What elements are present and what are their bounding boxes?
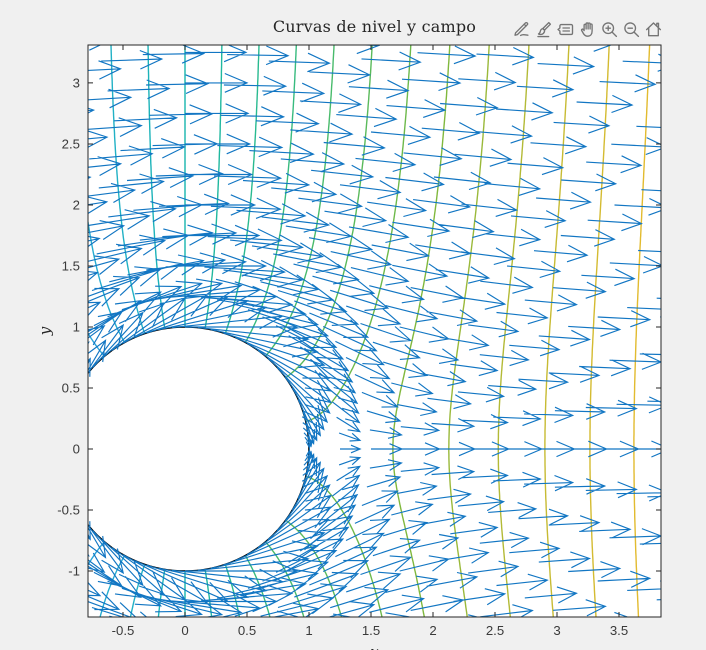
svg-text:3: 3 <box>553 623 560 638</box>
zoom-in-icon[interactable] <box>599 18 620 40</box>
x-axis-label: x <box>370 643 379 650</box>
svg-text:1.5: 1.5 <box>362 623 380 638</box>
svg-text:1: 1 <box>73 320 80 335</box>
axes-frame <box>87 44 662 618</box>
tick-labels: -0.5 0 0.5 1 1.5 2 2.5 3 3.5 -1 -0.5 0 0.5 1 1.5 2 2.5 3 <box>57 75 628 638</box>
svg-text:2: 2 <box>429 623 436 638</box>
svg-text:0.5: 0.5 <box>238 623 256 638</box>
svg-text:-1: -1 <box>68 564 80 579</box>
svg-text:2: 2 <box>73 198 80 213</box>
pan-icon[interactable] <box>577 18 598 40</box>
svg-text:3: 3 <box>73 75 80 90</box>
axes-ticks <box>88 45 661 617</box>
svg-text:1.5: 1.5 <box>62 259 80 274</box>
datatip-icon[interactable] <box>555 18 576 40</box>
cylinder-patch <box>88 326 310 572</box>
quiver-arrows <box>88 45 661 617</box>
svg-text:2.5: 2.5 <box>486 623 504 638</box>
svg-text:1: 1 <box>305 623 312 638</box>
svg-text:2.5: 2.5 <box>62 137 80 152</box>
svg-text:-0.5: -0.5 <box>112 623 135 638</box>
svg-text:0: 0 <box>181 623 188 638</box>
svg-text:0: 0 <box>73 442 80 457</box>
y-axis-label: y <box>36 326 54 336</box>
svg-text:0.5: 0.5 <box>62 381 80 396</box>
svg-text:3.5: 3.5 <box>610 623 628 638</box>
svg-text:-0.5: -0.5 <box>57 503 80 518</box>
edit-plot-icon[interactable] <box>511 18 532 40</box>
axes-toolbar <box>511 17 664 41</box>
zoom-out-icon[interactable] <box>621 18 642 40</box>
home-icon[interactable] <box>643 18 664 40</box>
brush-icon[interactable] <box>533 18 554 40</box>
